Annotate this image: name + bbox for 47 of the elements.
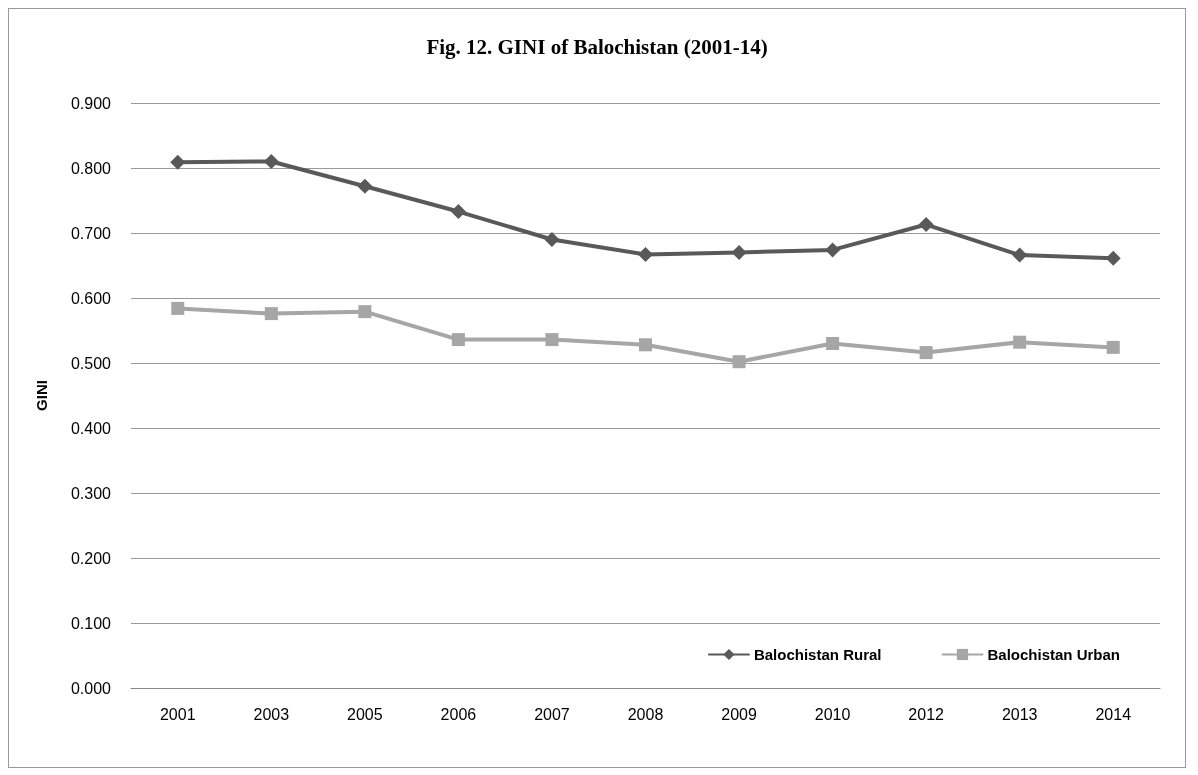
point [826, 337, 840, 350]
point [1105, 250, 1121, 266]
point [264, 307, 278, 321]
legend-label: Balochistan Rural [753, 646, 882, 663]
point [450, 204, 466, 220]
point [639, 338, 652, 352]
y-tick-label: 0.100 [70, 614, 112, 632]
y-tick-label: 0.800 [70, 159, 112, 177]
x-tick-label: 2010 [814, 705, 851, 723]
point [1012, 247, 1028, 263]
legend-label: Balochistan Urban [987, 646, 1121, 663]
point [263, 154, 279, 169]
point [731, 245, 747, 260]
x-tick-label: 2013 [1001, 705, 1038, 723]
y-tick-label: 0.000 [70, 679, 112, 697]
point [825, 242, 841, 258]
point [918, 217, 934, 233]
point [1013, 335, 1027, 349]
x-tick-label: 2007 [534, 705, 570, 723]
point [171, 301, 185, 315]
y-tick-label: 0.400 [70, 419, 112, 437]
x-tick-label: 2008 [627, 705, 664, 723]
point [170, 154, 186, 170]
x-tick-label: 2006 [440, 705, 477, 723]
point [919, 346, 933, 360]
point [544, 232, 560, 247]
y-tick-label: 0.300 [70, 484, 112, 502]
point [358, 305, 372, 319]
chart-title: Fig. 12. GINI of Balochistan (2001-14) [426, 34, 768, 59]
point [545, 333, 559, 347]
y-tick-label: 0.200 [70, 549, 112, 567]
x-tick-label: 2001 [159, 705, 196, 723]
y-tick-label: 0.900 [70, 94, 112, 112]
point [357, 178, 373, 194]
y-tick-label: 0.700 [70, 224, 112, 242]
point [451, 333, 465, 347]
x-tick-label: 2012 [908, 705, 945, 723]
x-tick-label: 2005 [347, 705, 383, 723]
x-tick-label: 2014 [1095, 705, 1132, 723]
x-tick-label: 2009 [721, 705, 757, 723]
x-tick-label: 2003 [253, 705, 290, 723]
point [638, 246, 653, 262]
point [1106, 340, 1120, 354]
y-axis-title: GINI [33, 380, 50, 411]
point [732, 355, 746, 369]
y-tick-label: 0.500 [70, 354, 112, 372]
y-tick-label: 0.600 [70, 289, 112, 307]
